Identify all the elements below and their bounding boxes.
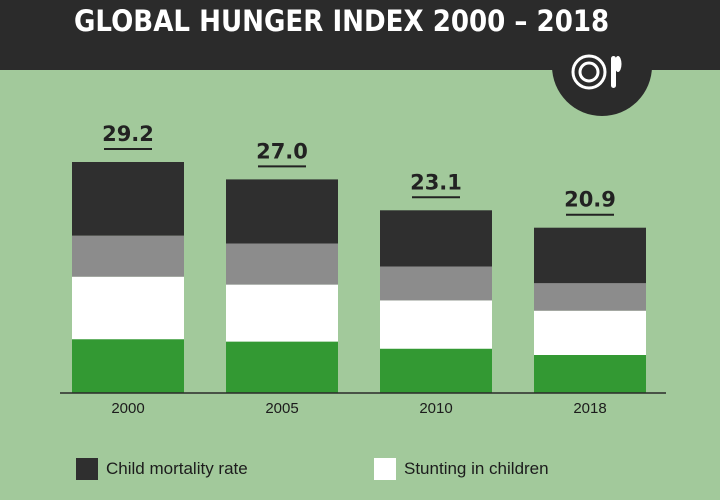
legend-swatch	[76, 458, 98, 480]
legend-label: Child mortality rate	[106, 459, 248, 478]
bar-segment	[72, 235, 184, 277]
bar-segment	[226, 284, 338, 342]
legend-item-stunting: Stunting in children	[374, 458, 549, 480]
bar-segment	[380, 210, 492, 267]
chart-title: GLOBAL HUNGER INDEX 2000 – 2018	[74, 4, 610, 38]
bar-segment	[534, 355, 646, 393]
bar-segment	[226, 179, 338, 244]
x-tick-label: 2018	[573, 400, 606, 417]
bar-segment	[226, 341, 338, 393]
bar-segment	[534, 283, 646, 311]
x-tick-label: 2010	[419, 400, 452, 417]
total-label: 27.0	[256, 139, 308, 163]
bar-segment	[226, 243, 338, 285]
bar-segment	[72, 339, 184, 393]
x-tick-label: 2005	[265, 400, 298, 417]
legend-item-child-mortality: Child mortality rate	[76, 458, 248, 480]
bar-segment	[534, 310, 646, 355]
bar-segment	[534, 227, 646, 284]
legend-label: Stunting in children	[404, 459, 549, 478]
bar-segment	[72, 162, 184, 236]
bar-segment	[72, 276, 184, 340]
total-label: 23.1	[410, 170, 462, 194]
total-label: 20.9	[564, 188, 616, 212]
bar-segment	[380, 300, 492, 349]
total-label: 29.2	[102, 122, 154, 146]
bar-segment	[380, 348, 492, 393]
bar-segment	[380, 266, 492, 301]
legend-swatch	[374, 458, 396, 480]
x-tick-label: 2000	[111, 400, 144, 417]
plate-fork-icon	[552, 34, 652, 116]
